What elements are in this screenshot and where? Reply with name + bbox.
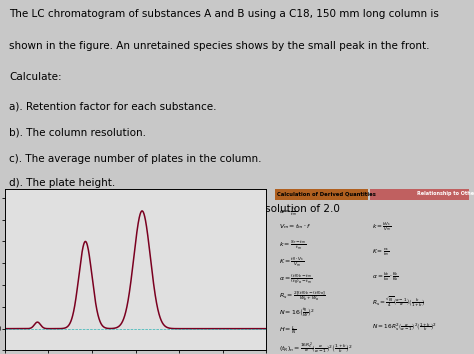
Text: $\alpha = \frac{k_b}{k_a} \cdot \frac{K_b}{K_a}$: $\alpha = \frac{k_b}{k_a} \cdot \frac{K_… <box>373 272 399 285</box>
Text: $k = \frac{S_r - t_m}{t_m}$: $k = \frac{S_r - t_m}{t_m}$ <box>279 239 307 252</box>
Text: $R_s = \frac{2[(t_R)_b - (t_R)_a]}{W_b + W_a}$: $R_s = \frac{2[(t_R)_b - (t_R)_a]}{W_b +… <box>279 290 326 303</box>
Text: $R_s = \frac{\sqrt{N}}{4}\left(\frac{\alpha-1}{\alpha}\right)\left(\frac{k}{1+k}: $R_s = \frac{\sqrt{N}}{4}\left(\frac{\al… <box>373 296 426 309</box>
Text: $K = \frac{n_s}{t_m}$: $K = \frac{n_s}{t_m}$ <box>373 246 390 258</box>
Text: $k = \frac{kV_s}{V_m}$: $k = \frac{kV_s}{V_m}$ <box>373 221 392 234</box>
Text: shown in the figure. An unretained species shows by the small peak in the front.: shown in the figure. An unretained speci… <box>9 41 430 51</box>
Text: $V_m = t_m \cdot f$: $V_m = t_m \cdot f$ <box>279 222 312 231</box>
Text: d). The plate height.: d). The plate height. <box>9 178 116 188</box>
Text: $(t_R)_n = \frac{16R_s^2}{\alpha}\left(\frac{\alpha}{\alpha-1}\right)^2\left(\fr: $(t_R)_n = \frac{16R_s^2}{\alpha}\left(\… <box>279 341 354 354</box>
FancyBboxPatch shape <box>275 189 368 200</box>
Text: The LC chromatogram of substances A and B using a C18, 150 mm long column is: The LC chromatogram of substances A and … <box>9 9 439 19</box>
Text: b). The column resolution.: b). The column resolution. <box>9 128 146 138</box>
Text: $\alpha = \frac{t_r}{t_m}$: $\alpha = \frac{t_r}{t_m}$ <box>279 205 298 218</box>
Text: $N = 16R_s^2\left(\frac{\alpha}{\alpha-1}\right)^2\left(\frac{1+k}{k}\right)^2$: $N = 16R_s^2\left(\frac{\alpha}{\alpha-1… <box>373 321 437 333</box>
Text: Calculate:: Calculate: <box>9 72 62 82</box>
Text: $H = \frac{L}{N}$: $H = \frac{L}{N}$ <box>279 324 297 336</box>
Text: Relationship to Other Quantities: Relationship to Other Quantities <box>417 192 474 196</box>
Text: $N = 16\left(\frac{t_R}{W}\right)^2$: $N = 16\left(\frac{t_R}{W}\right)^2$ <box>279 307 315 319</box>
Text: Calculation of Derived Quantities: Calculation of Derived Quantities <box>277 192 376 196</box>
Text: $\alpha = \frac{(t_R)_b - t_m}{(t_R)_a - t_m}$: $\alpha = \frac{(t_R)_b - t_m}{(t_R)_a -… <box>279 273 313 286</box>
Text: a). Retention factor for each substance.: a). Retention factor for each substance. <box>9 102 217 112</box>
Text: e). The length of column required to achieve a resolution of 2.0: e). The length of column required to ach… <box>9 204 340 214</box>
Text: c). The average number of plates in the column.: c). The average number of plates in the … <box>9 154 262 164</box>
Text: $K = \frac{t_R \cdot V_s}{V_m}$: $K = \frac{t_R \cdot V_s}{V_m}$ <box>279 256 305 269</box>
FancyBboxPatch shape <box>370 189 469 200</box>
